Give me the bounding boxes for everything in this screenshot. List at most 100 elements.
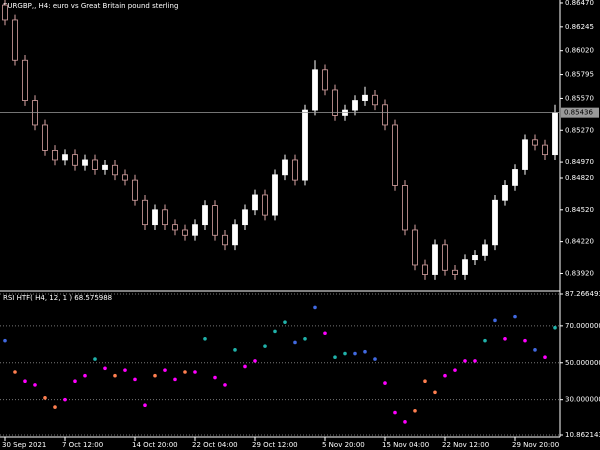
- rsi-dot: [483, 338, 487, 343]
- rsi-dot: [523, 338, 527, 343]
- rsi-dot: [123, 368, 127, 372]
- candle-body: [492, 199, 498, 246]
- candle-body: [202, 205, 208, 226]
- y-tick-label: 0.85570: [565, 94, 594, 102]
- rsi-dot: [83, 373, 87, 378]
- rsi-dot: [273, 329, 277, 334]
- y-tick-label: 0.83920: [565, 269, 594, 277]
- candle-body: [232, 224, 238, 246]
- y-tick-label: 10.862143: [565, 431, 600, 439]
- rsi-dot: [513, 314, 517, 319]
- candle-body: [472, 255, 478, 261]
- rsi-dot: [463, 359, 467, 363]
- y-tick-label: 0.84220: [565, 238, 594, 246]
- candle-body: [222, 234, 228, 246]
- rsi-dot: [213, 375, 217, 380]
- candle-body: [432, 244, 438, 275]
- rsi-dot: [53, 405, 57, 409]
- rsi-dot: [133, 377, 137, 382]
- x-tick-label: 30 Sep 2021: [2, 441, 46, 449]
- candle-body: [122, 174, 128, 181]
- candle-body: [282, 159, 288, 176]
- rsi-dot: [143, 403, 147, 408]
- x-tick-label: 29 Nov 20:00: [512, 441, 559, 449]
- y-tick-label: 0.86470: [565, 0, 594, 7]
- candle-body: [452, 269, 458, 275]
- y-tick-label: 0.86020: [565, 47, 594, 55]
- candle-body: [462, 259, 468, 275]
- rsi-dot: [333, 355, 337, 360]
- x-tick-label: 7 Oct 12:00: [62, 441, 103, 449]
- y-tick-label: 0.84970: [565, 158, 594, 166]
- rsi-dot: [403, 420, 407, 424]
- candle-body: [312, 69, 318, 111]
- x-tick-label: 14 Oct 20:00: [132, 441, 178, 449]
- rsi-dot: [183, 370, 187, 374]
- candle-body: [22, 59, 28, 101]
- candle-body: [112, 164, 118, 176]
- candle-body: [82, 159, 88, 166]
- candle-body: [142, 199, 148, 226]
- candle-body: [212, 205, 218, 236]
- rsi-dot: [223, 383, 227, 387]
- rsi-dot: [73, 379, 77, 384]
- indicator-title: RSI HTF( H4, 12, 1 ) 68.575988: [3, 294, 112, 302]
- y-tick-label: 50.000000: [565, 359, 600, 367]
- candle-body: [552, 112, 558, 156]
- candle-body: [162, 209, 168, 226]
- chart-title: EURGBP,, H4: euro vs Great Britain pound…: [3, 2, 178, 10]
- candle-body: [72, 154, 78, 166]
- rsi-dot: [473, 359, 477, 363]
- rsi-dot: [33, 383, 37, 387]
- rsi-dot: [293, 340, 297, 345]
- rsi-dot: [253, 359, 257, 363]
- rsi-dot: [313, 305, 317, 310]
- rsi-dot: [533, 348, 537, 352]
- candle-body: [392, 124, 398, 186]
- candle-body: [2, 4, 8, 21]
- candle-body: [382, 104, 388, 126]
- candle-body: [192, 224, 198, 236]
- candle-body: [502, 185, 508, 201]
- candle-body: [272, 174, 278, 216]
- rsi-dot: [93, 357, 97, 361]
- y-tick-label: 0.86245: [565, 23, 594, 31]
- rsi-dot: [383, 381, 387, 385]
- rsi-dot: [433, 390, 437, 395]
- candle-body: [242, 209, 248, 226]
- rsi-dot: [373, 357, 377, 361]
- candle-body: [132, 179, 138, 201]
- rsi-dot: [203, 336, 207, 341]
- rsi-dot: [233, 348, 237, 352]
- x-tick-label: 5 Nov 20:00: [322, 441, 365, 449]
- rsi-dot: [323, 331, 327, 336]
- rsi-dot: [193, 370, 197, 374]
- rsi-dot: [283, 320, 287, 324]
- candle-body: [62, 154, 68, 161]
- rsi-dot: [393, 410, 397, 415]
- candle-body: [422, 264, 428, 275]
- rsi-dot: [543, 355, 547, 360]
- candle-body: [542, 144, 548, 156]
- x-tick-label: 22 Nov 12:00: [442, 441, 489, 449]
- rsi-dot: [553, 325, 557, 330]
- y-tick-label: 70.000000: [565, 322, 600, 330]
- candle-body: [172, 224, 178, 231]
- y-tick-label: 0.85270: [565, 126, 594, 134]
- rsi-dot: [63, 397, 67, 402]
- rsi-dot: [443, 373, 447, 378]
- candle-body: [512, 169, 518, 186]
- rsi-dot: [243, 364, 247, 369]
- candle-body: [52, 150, 58, 161]
- rsi-dot: [113, 373, 117, 378]
- rsi-dot: [13, 370, 17, 374]
- y-tick-label: 0.84520: [565, 206, 594, 214]
- candle-body: [352, 100, 358, 111]
- candle-body: [92, 159, 98, 170]
- candle-body: [522, 139, 528, 170]
- candle-body: [262, 194, 268, 216]
- candle-body: [42, 124, 48, 151]
- candle-body: [362, 94, 368, 101]
